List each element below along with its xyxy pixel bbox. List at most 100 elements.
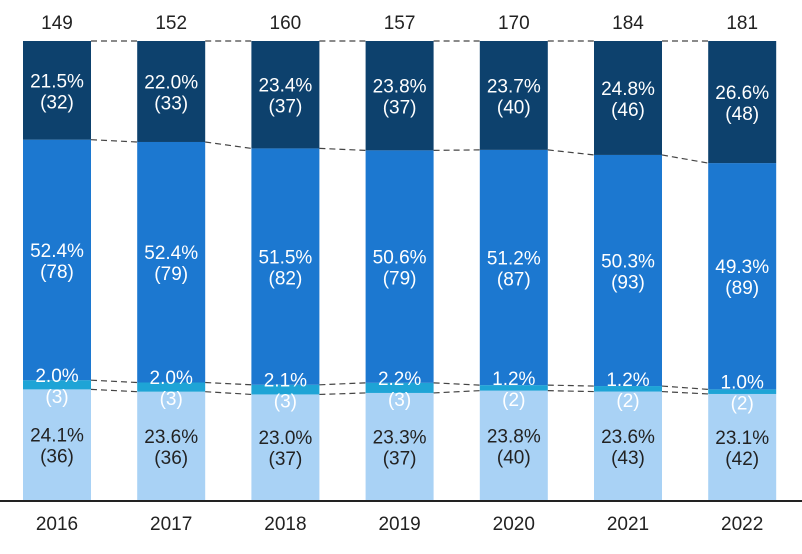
pct-label-2021-s1: 1.2% (606, 370, 649, 391)
total-label-2017: 152 (155, 13, 187, 34)
connector-line-b2-2017-2018 (205, 381, 252, 386)
count-label-2019-s1: (3) (388, 390, 411, 411)
connector-line-b3-2017-2018 (205, 141, 252, 150)
bar-segment-2022-s0 (708, 393, 777, 500)
bar-segment-2016-s1 (23, 380, 91, 390)
count-label-2016-s0: (36) (40, 447, 74, 468)
count-label-2016-s1: (3) (45, 387, 68, 408)
pct-label-2020-s1: 1.2% (492, 369, 535, 390)
count-label-2022-s2: (89) (725, 278, 759, 299)
count-label-2021-s0: (43) (611, 448, 645, 469)
pct-label-2018-s1: 2.1% (264, 371, 307, 392)
bar-segment-2017-s0 (137, 391, 206, 500)
count-label-2022-s0: (42) (725, 449, 759, 470)
pct-label-2017-s0: 23.6% (144, 427, 198, 448)
data-labels-layer: 24.1%(36)2.0%(3)52.4%(78)21.5%(32)23.6%(… (30, 71, 769, 470)
count-label-2022-s3: (48) (725, 104, 759, 125)
pct-label-2021-s2: 50.3% (601, 252, 655, 273)
bar-segment-2020-s3 (479, 41, 548, 150)
category-label-2021: 2021 (607, 514, 649, 535)
bar-segment-2019-s2 (365, 150, 434, 383)
bar-segment-2022-s1 (708, 389, 777, 394)
pct-label-2021-s3: 24.8% (601, 79, 655, 100)
pct-label-2018-s3: 23.4% (258, 76, 312, 97)
bar-segment-2022-s3 (708, 41, 777, 164)
connector-line-b1-2021-2022 (661, 390, 709, 395)
connector-line-b1-2016-2017 (90, 388, 138, 393)
total-label-2022: 181 (726, 13, 758, 34)
count-label-2017-s1: (3) (160, 389, 183, 410)
count-label-2017-s2: (79) (154, 264, 188, 285)
pct-label-2019-s3: 23.8% (373, 77, 427, 98)
total-labels-layer: 149 152 160 157 170 184 181 (41, 13, 758, 34)
category-label-2016: 2016 (36, 514, 78, 535)
total-label-2018: 160 (270, 13, 302, 34)
count-label-2020-s2: (87) (497, 270, 531, 291)
count-label-2020-s0: (40) (497, 447, 531, 468)
connector-line-b2-2019-2020 (433, 382, 480, 386)
connector-line-b3-2016-2017 (90, 139, 138, 143)
connector-line-b2-2021-2022 (661, 385, 709, 390)
count-label-2021-s1: (2) (616, 391, 639, 412)
bar-segment-2021-s0 (594, 391, 662, 500)
pct-label-2018-s0: 23.0% (258, 428, 312, 449)
pct-label-2017-s1: 2.0% (150, 368, 193, 389)
total-label-2020: 170 (498, 13, 530, 34)
count-label-2020-s1: (2) (502, 390, 525, 411)
pct-label-2017-s3: 22.0% (144, 72, 198, 93)
pct-label-2020-s3: 23.7% (487, 76, 541, 97)
count-label-2018-s3: (37) (269, 97, 303, 118)
pct-label-2022-s1: 1.0% (721, 373, 764, 394)
bar-segment-2019-s1 (365, 382, 434, 393)
count-label-2019-s3: (37) (383, 98, 417, 119)
connector-line-b3-2021-2022 (661, 154, 709, 164)
count-label-2020-s3: (40) (497, 97, 531, 118)
connector-line-b3-2018-2019 (319, 147, 366, 151)
count-label-2019-s2: (79) (383, 269, 417, 290)
bar-segment-2016-s2 (23, 139, 91, 381)
count-label-2017-s0: (36) (154, 448, 188, 469)
bar-segment-2018-s0 (251, 394, 320, 500)
count-label-2018-s2: (82) (269, 269, 303, 290)
connector-line-b1-2018-2019 (319, 392, 366, 396)
count-label-2021-s3: (46) (611, 100, 645, 121)
category-label-2018: 2018 (264, 514, 306, 535)
bar-segment-2017-s1 (137, 382, 206, 392)
pct-label-2022-s3: 26.6% (715, 83, 769, 104)
count-label-2022-s1: (2) (731, 394, 754, 415)
connector-line-b2-2020-2021 (547, 384, 595, 387)
pct-label-2019-s1: 2.2% (378, 369, 421, 390)
pct-label-2018-s2: 51.5% (258, 248, 312, 269)
pct-label-2016-s2: 52.4% (30, 241, 84, 262)
total-label-2019: 157 (384, 13, 416, 34)
pct-label-2022-s2: 49.3% (715, 257, 769, 278)
bar-segment-2016-s0 (23, 389, 91, 500)
pct-label-2019-s2: 50.6% (373, 248, 427, 269)
category-label-2022: 2022 (721, 514, 763, 535)
bar-segment-2016-s3 (23, 41, 91, 140)
bar-segment-2018-s3 (251, 41, 320, 149)
category-label-2019: 2019 (378, 514, 420, 535)
count-label-2019-s0: (37) (383, 448, 417, 469)
connector-line-b1-2019-2020 (433, 390, 480, 394)
count-label-2016-s3: (32) (40, 92, 74, 113)
bar-segment-2018-s2 (251, 148, 320, 385)
category-labels-layer: 2016 2017 2018 2019 2020 2021 2022 (36, 514, 763, 535)
pct-label-2016-s0: 24.1% (30, 426, 84, 447)
count-label-2018-s0: (37) (269, 449, 303, 470)
count-label-2021-s2: (93) (611, 273, 645, 294)
count-label-2017-s3: (33) (154, 93, 188, 114)
pct-label-2016-s3: 21.5% (30, 71, 84, 92)
bar-segment-2020-s0 (479, 390, 548, 500)
total-label-2021: 184 (612, 13, 644, 34)
count-label-2018-s1: (3) (274, 392, 297, 413)
connector-line-b2-2016-2017 (90, 379, 138, 384)
bar-segment-2020-s2 (479, 149, 548, 386)
bar-segment-2017-s3 (137, 41, 206, 142)
pct-label-2017-s2: 52.4% (144, 243, 198, 264)
connector-lines-layer (90, 40, 709, 396)
connector-line-b1-2017-2018 (205, 391, 252, 396)
category-label-2017: 2017 (150, 514, 192, 535)
